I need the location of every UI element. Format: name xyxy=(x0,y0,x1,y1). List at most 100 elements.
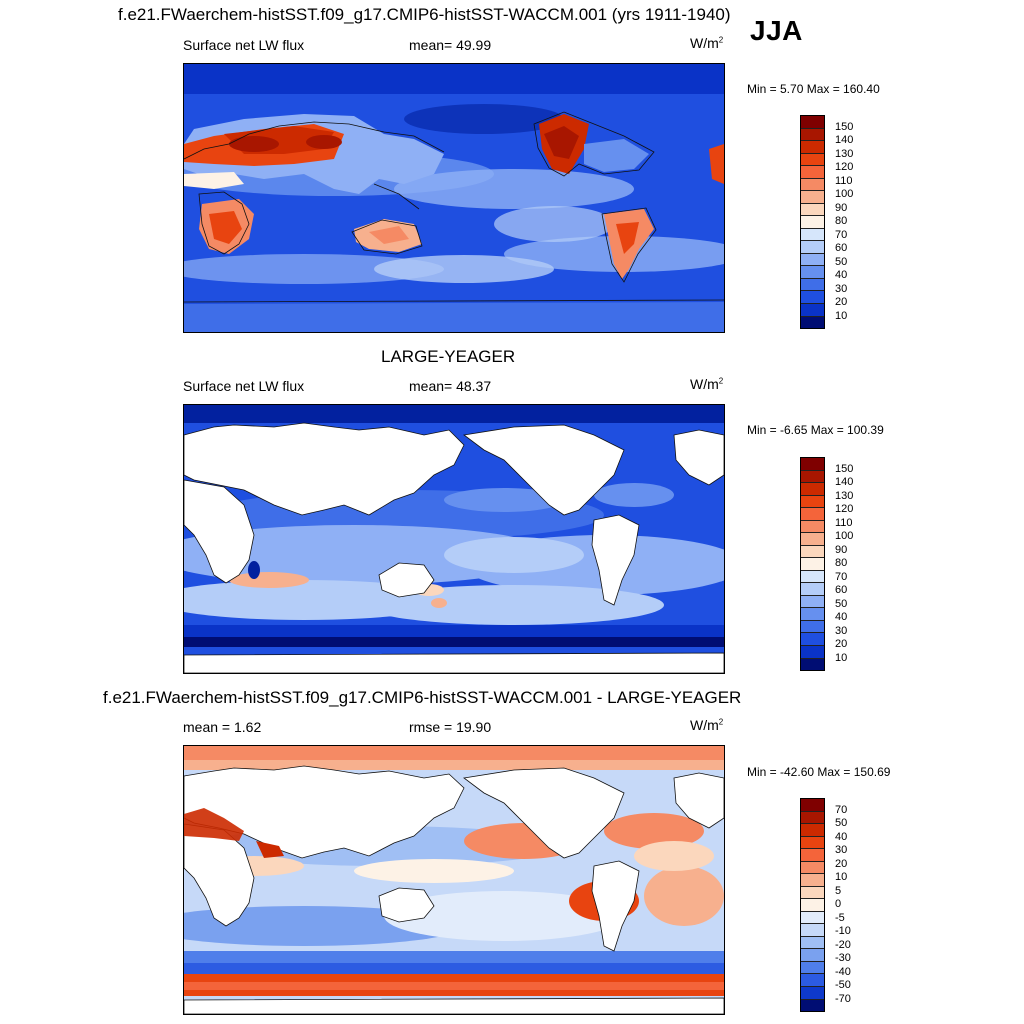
panel2-colorbar-swatch xyxy=(801,658,824,671)
panel1-minmax: Min = 5.70 Max = 160.40 xyxy=(747,82,880,96)
panel3-colorbar-label: 30 xyxy=(835,844,848,856)
panel1-colorbar-label: 50 xyxy=(835,256,848,268)
panel3-colorbar-swatch xyxy=(801,849,824,862)
panel3-colorbar-swatch xyxy=(801,949,824,962)
panel2-colorbar-swatch xyxy=(801,533,824,546)
panel3-colorbar-label: -30 xyxy=(835,952,851,964)
panel1-colorbar-label: 80 xyxy=(835,215,848,227)
panel2-colorbar-label: 50 xyxy=(835,598,848,610)
panel1-colorbar-label: 100 xyxy=(835,188,854,200)
panel2-colorbar-swatch xyxy=(801,483,824,496)
panel3-colorbar-label: -50 xyxy=(835,979,851,991)
panel3-colorbar-label: 40 xyxy=(835,831,848,843)
panel1-colorbar-swatch xyxy=(801,203,824,217)
panel3-colorbar-swatch xyxy=(801,974,824,987)
panel2-mean: mean= 48.37 xyxy=(409,378,492,394)
panel1-colorbar-label: 140 xyxy=(835,134,854,146)
panel3-colorbar-swatch xyxy=(801,899,824,912)
panel1-colorbar-swatch xyxy=(801,266,824,279)
panel3-colorbar-swatch xyxy=(801,811,824,825)
panel1-colorbar-swatch xyxy=(801,228,824,242)
panel3-colorbar-swatch xyxy=(801,824,824,837)
panel2-colorbar-swatch xyxy=(801,495,824,509)
panel1-colorbar xyxy=(800,115,825,329)
panel3-map xyxy=(183,745,725,1015)
panel3-colorbar-label: -5 xyxy=(835,912,845,924)
panel2-colorbar-swatch xyxy=(801,570,824,584)
panel2-colorbar-swatch xyxy=(801,645,824,659)
panel3-colorbar-swatch xyxy=(801,836,824,850)
panel3-colorbar-swatch xyxy=(801,936,824,950)
panel1-colorbar-swatch xyxy=(801,241,824,254)
panel2-colorbar-label: 150 xyxy=(835,463,854,475)
panel2-colorbar-label: 60 xyxy=(835,584,848,596)
panel1-colorbar-label: 60 xyxy=(835,242,848,254)
panel2-colorbar-label: 30 xyxy=(835,625,848,637)
panel1-colorbar-swatch xyxy=(801,116,824,129)
panel2-minmax: Min = -6.65 Max = 100.39 xyxy=(747,423,884,437)
panel2-colorbar-swatch xyxy=(801,558,824,571)
panel2-colorbar-swatch xyxy=(801,633,824,646)
panel3-colorbar-label: 50 xyxy=(835,817,848,829)
panel2-colorbar-labels: 150 140 130 120 110 100 90 80 70 60 50 4… xyxy=(835,457,895,671)
panel2-colorbar-label: 130 xyxy=(835,490,854,502)
panel3-title: f.e21.FWaerchem-histSST.f09_g17.CMIP6-hi… xyxy=(103,688,742,707)
panel3-units: W/m2 xyxy=(690,717,724,733)
panel2-colorbar-label: 90 xyxy=(835,544,848,556)
panel2-colorbar-label: 100 xyxy=(835,530,854,542)
panel3-colorbar-label: -10 xyxy=(835,925,851,937)
panel2-colorbar-swatch xyxy=(801,520,824,534)
panel3-colorbar-swatch xyxy=(801,874,824,887)
panel3-colorbar-swatch xyxy=(801,999,824,1012)
season-label: JJA xyxy=(750,15,803,46)
panel2-colorbar-swatch xyxy=(801,620,824,634)
panel3-mean: mean = 1.62 xyxy=(183,719,262,735)
panel2-colorbar-label: 110 xyxy=(835,517,853,529)
panel1-colorbar-label: 30 xyxy=(835,283,848,295)
panel3-colorbar-label: -70 xyxy=(835,993,851,1005)
panel3-colorbar-label: 70 xyxy=(835,804,848,816)
panel1-map xyxy=(183,63,725,333)
panel1-colorbar-label: 130 xyxy=(835,148,854,160)
panel1-units: W/m2 xyxy=(690,35,724,51)
panel2-colorbar-label: 20 xyxy=(835,638,848,650)
panel2-colorbar-swatch xyxy=(801,608,824,621)
panel1-colorbar-swatch xyxy=(801,191,824,204)
panel3-colorbar-label: 0 xyxy=(835,898,842,910)
panel1-colorbar-swatch xyxy=(801,153,824,167)
panel3-colorbar-swatch xyxy=(801,911,824,925)
panel3-rmse: rmse = 19.90 xyxy=(409,719,492,735)
panel2-units: W/m2 xyxy=(690,376,724,392)
panel1-colorbar-swatch xyxy=(801,141,824,154)
panel2-colorbar-label: 40 xyxy=(835,611,848,623)
panel2-colorbar-swatch xyxy=(801,508,824,521)
panel2-map xyxy=(183,404,725,674)
panel3-colorbar-labels: 70 50 40 30 20 10 5 0 -5 -10 -20 -30 -40… xyxy=(835,798,895,1012)
panel2-colorbar xyxy=(800,457,825,671)
panel1-variable: Surface net LW flux xyxy=(183,37,305,53)
panel2-title: LARGE-YEAGER xyxy=(381,347,516,366)
panel3-map-graphic xyxy=(184,746,724,1014)
panel2-colorbar-swatch xyxy=(801,595,824,609)
panel1-colorbar-label: 20 xyxy=(835,296,848,308)
panel1-colorbar-label: 120 xyxy=(835,161,854,173)
panel2-map-graphic xyxy=(184,405,724,673)
panel1-title: f.e21.FWaerchem-histSST.f09_g17.CMIP6-hi… xyxy=(118,5,731,24)
panel1-colorbar-label: 110 xyxy=(835,175,853,187)
panel2-colorbar-label: 120 xyxy=(835,503,854,515)
panel3-colorbar-label: 20 xyxy=(835,858,848,870)
panel1-colorbar-label: 40 xyxy=(835,269,848,281)
panel3-colorbar-label: 5 xyxy=(835,885,842,897)
panel1-colorbar-label: 10 xyxy=(835,310,848,322)
panel1-colorbar-label: 150 xyxy=(835,121,854,133)
panel1-map-graphic xyxy=(184,64,724,332)
panel3-colorbar-label: -40 xyxy=(835,966,851,978)
panel1-colorbar-swatch xyxy=(801,253,824,267)
panel3-colorbar-swatch xyxy=(801,861,824,875)
panel2-colorbar-label: 70 xyxy=(835,571,848,583)
panel3-colorbar-swatch xyxy=(801,886,824,900)
panel1-colorbar-label: 90 xyxy=(835,202,848,214)
panel1-colorbar-swatch xyxy=(801,278,824,292)
panel3-colorbar xyxy=(800,798,825,1012)
panel2-colorbar-swatch xyxy=(801,470,824,484)
